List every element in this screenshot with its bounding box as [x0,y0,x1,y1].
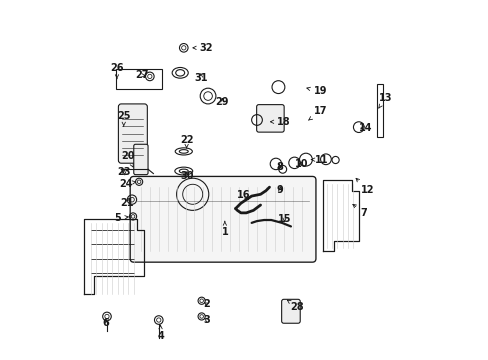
Bar [376,84,382,137]
Text: 25: 25 [117,111,130,126]
Text: 15: 15 [277,213,291,224]
Text: 7: 7 [352,204,367,218]
Text: 20: 20 [121,151,134,167]
Text: 6: 6 [102,318,109,328]
Text: 21: 21 [121,198,134,207]
Text: 22: 22 [180,135,193,148]
Bar [116,69,162,89]
FancyBboxPatch shape [256,105,284,132]
Text: 26: 26 [110,63,123,79]
Text: 13: 13 [378,93,391,108]
Text: 4: 4 [157,325,163,341]
FancyBboxPatch shape [118,104,147,163]
Text: 32: 32 [193,43,213,53]
Text: 27: 27 [135,70,148,80]
Text: 9: 9 [276,185,283,195]
Text: 18: 18 [270,117,290,127]
Text: 10: 10 [295,159,308,169]
Text: 19: 19 [306,86,326,96]
Text: 31: 31 [194,73,207,83]
Text: 2: 2 [203,299,210,309]
FancyBboxPatch shape [134,144,148,175]
FancyBboxPatch shape [130,176,315,262]
Text: 14: 14 [358,123,371,133]
Text: 3: 3 [203,315,210,325]
Text: 16: 16 [237,190,250,200]
Text: 28: 28 [287,300,304,312]
Text: 8: 8 [276,162,283,172]
Text: 29: 29 [215,97,229,107]
FancyBboxPatch shape [281,299,300,323]
Text: 12: 12 [355,178,374,195]
Text: 1: 1 [221,221,228,237]
Text: 17: 17 [308,107,326,120]
Text: 30: 30 [180,171,193,181]
Text: 11: 11 [311,155,327,165]
Text: 24: 24 [119,179,136,189]
Text: 5: 5 [114,213,128,223]
Text: 23: 23 [117,167,131,177]
